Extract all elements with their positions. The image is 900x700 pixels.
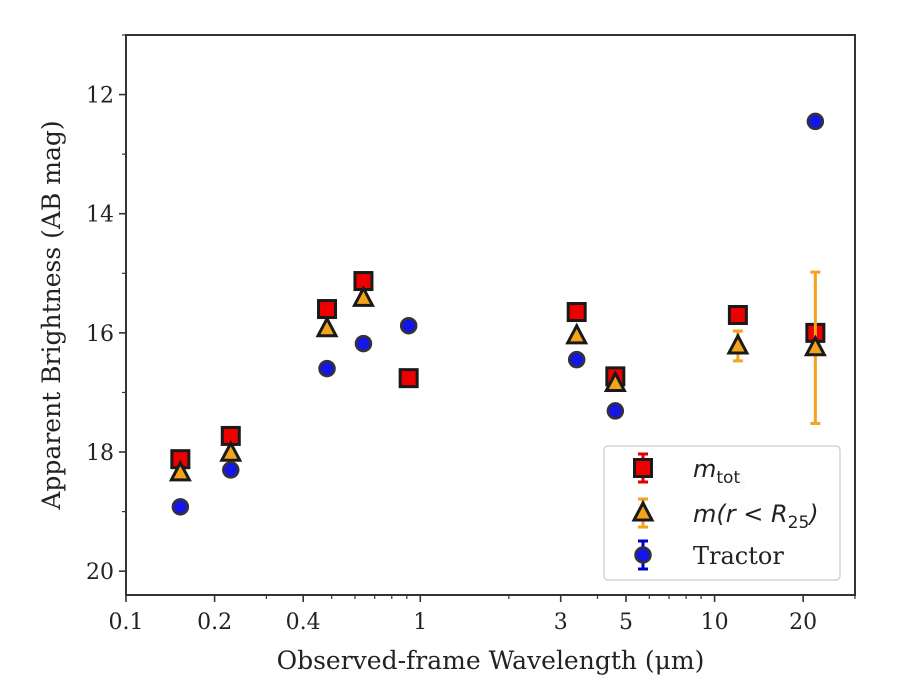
y-tick-label: 16 — [86, 322, 114, 347]
point-marker — [351, 285, 375, 307]
data-point — [726, 329, 750, 363]
point-marker — [399, 316, 418, 335]
data-point — [317, 299, 338, 320]
point-marker — [803, 334, 827, 357]
y-axis: 12 14 16 18 20 — [86, 34, 126, 585]
point-marker — [606, 402, 625, 420]
point-marker — [219, 440, 243, 462]
data-point — [603, 370, 627, 393]
data-point — [803, 270, 827, 425]
point-marker — [726, 332, 750, 355]
data-point — [168, 459, 192, 482]
x-tick-label: 0.2 — [197, 610, 232, 635]
series-square — [170, 271, 826, 470]
y-tick-label: 20 — [86, 560, 114, 585]
data-point — [565, 322, 589, 345]
legend-marker — [631, 499, 655, 522]
point-marker — [603, 370, 627, 393]
x-axis-title: Observed-frame Wavelength (μm) — [277, 646, 705, 675]
point-marker — [222, 461, 240, 479]
y-tick-label: 18 — [86, 441, 114, 466]
point-marker — [354, 334, 373, 353]
x-tick-label: 0.4 — [286, 610, 321, 635]
point-marker — [566, 302, 587, 323]
point-marker — [398, 368, 419, 389]
point-marker — [168, 459, 192, 482]
x-tick-label: 5 — [619, 610, 633, 635]
y-axis-title: Apparent Brightness (AB mag) — [37, 120, 66, 510]
point-marker — [727, 305, 748, 325]
x-tick-label: 1 — [413, 610, 427, 635]
point-marker — [317, 299, 338, 320]
data-point — [219, 440, 243, 462]
point-marker — [806, 112, 825, 131]
data-point — [806, 112, 825, 131]
x-axis: 0.1 0.2 0.4 1 3 5 10 20 — [109, 595, 856, 635]
legend-label: Tractor — [693, 542, 784, 570]
data-point — [566, 302, 587, 323]
legend-entry: Tractor — [634, 539, 784, 571]
data-point — [170, 449, 191, 470]
data-point — [171, 498, 190, 516]
data-point — [399, 316, 418, 335]
legend-box — [603, 445, 841, 581]
x-tick-label: 10 — [701, 610, 729, 635]
data-point — [318, 359, 336, 378]
point-marker — [315, 315, 339, 338]
point-marker — [567, 350, 586, 369]
series-triangle — [168, 270, 827, 482]
x-tick-label: 3 — [554, 610, 568, 635]
data-point — [222, 461, 240, 479]
data-point — [354, 334, 373, 353]
data-point — [315, 315, 339, 338]
point-marker — [318, 359, 336, 378]
y-tick-label: 14 — [86, 203, 114, 228]
legend-marker — [634, 546, 652, 564]
y-tick-label: 12 — [86, 84, 114, 109]
plot-frame — [125, 34, 856, 596]
data-point — [567, 350, 586, 369]
data-point — [398, 368, 419, 389]
data-point — [351, 285, 375, 307]
x-tick-label: 0.1 — [109, 610, 144, 635]
data-point — [606, 402, 625, 420]
x-tick-label: 20 — [789, 610, 817, 635]
legend-marker — [633, 458, 653, 478]
point-marker — [171, 498, 190, 516]
data-point — [727, 305, 748, 325]
point-marker — [565, 322, 589, 345]
